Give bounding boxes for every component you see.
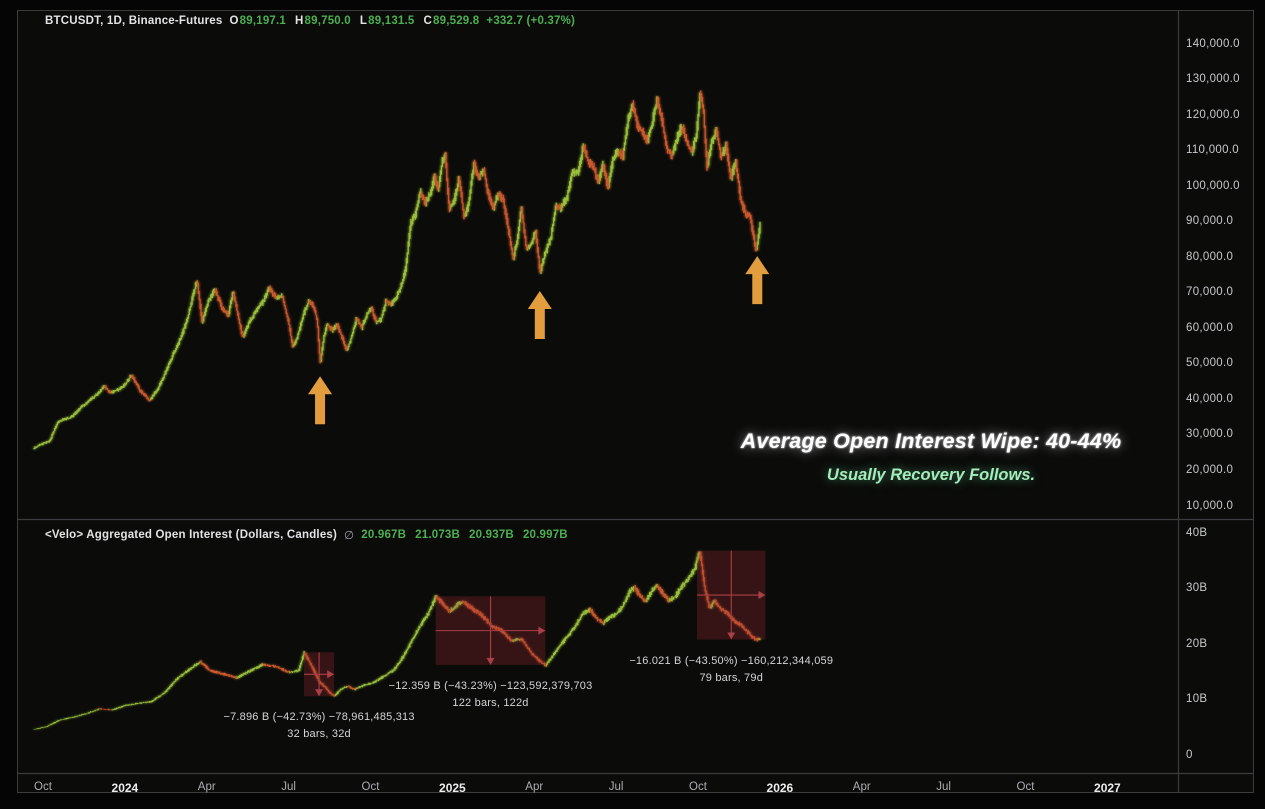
up-arrow-aug-2024[interactable] <box>308 376 333 425</box>
measurement-value-label: −12.359 B (−43.23%) −123,592,379,703 <box>388 679 593 692</box>
up-arrow-apr-2025[interactable] <box>527 290 552 339</box>
price-series <box>32 90 762 450</box>
price-axis-tick: 90,000.0 <box>1186 215 1234 228</box>
time-axis-tick: Jul <box>608 781 624 793</box>
price-axis-tick: 30,000.0 <box>1186 428 1234 441</box>
ohlc-item: L 89,131.5 <box>359 15 415 27</box>
oi-axis-tick: 20B <box>1186 637 1208 650</box>
measurement-bars-label: 79 bars, 79d <box>699 671 764 684</box>
price-axis-tick: 80,000.0 <box>1186 250 1234 263</box>
measurement-bars-label: 122 bars, 122d <box>452 696 529 709</box>
oi-ohlc-value: 20.967B <box>361 529 407 541</box>
time-axis-tick: Oct <box>689 781 707 793</box>
time-axis-tick: Apr <box>852 781 871 793</box>
oi-axis-tick: 30B <box>1186 582 1208 594</box>
price-axis-tick: 130,000.0 <box>1186 73 1240 86</box>
time-axis-tick: Apr <box>197 781 216 793</box>
time-axis-tick: Apr <box>525 781 544 793</box>
oi-ohlc-value: 20.937B <box>469 529 514 541</box>
change-value: +332.7 (+0.37%) <box>486 15 576 27</box>
time-axis-tick: Jul <box>281 781 296 793</box>
pane-separators <box>17 10 1254 793</box>
measurement-value-label: −7.896 B (−42.73%) −78,961,485,313 <box>223 711 415 724</box>
chart-background <box>17 10 1254 793</box>
price-axis-tick: 20,000.0 <box>1186 463 1234 476</box>
time-axis-tick: 2024 <box>111 781 139 795</box>
symbol-legend[interactable]: BTCUSDT, 1D, Binance-Futures O 89,197.1 H 8… <box>45 15 575 27</box>
time-axis-tick: Oct <box>361 781 380 793</box>
annotation-title: Average Open Interest Wipe: 40-44% <box>740 429 1122 453</box>
average-icon: ∅ <box>344 530 355 542</box>
open-interest-pane[interactable] <box>17 519 1178 773</box>
up-arrow-nov-2025[interactable] <box>745 256 770 305</box>
measurement-box[interactable] <box>435 596 546 665</box>
oi-axis-tick: 0 <box>1186 748 1193 761</box>
time-axis-tick: Oct <box>34 781 52 793</box>
oi-ohlc-value: 20.997B <box>522 529 568 541</box>
price-axis-tick: 100,000.0 <box>1186 179 1240 192</box>
open-interest-series <box>32 551 762 730</box>
time-axis-tick: Jul <box>936 781 951 793</box>
time-axis-tick: Oct <box>1016 781 1035 793</box>
price-axis-tick: 70,000.0 <box>1186 286 1234 299</box>
price-axis-tick: 60,000.0 <box>1186 321 1234 334</box>
measurement-value-label: −16.021 B (−43.50%) −160,212,344,059 <box>629 654 834 667</box>
price-scale[interactable] <box>1178 10 1254 773</box>
measurement-box[interactable] <box>304 652 335 697</box>
symbol-title: BTCUSDT, 1D, Binance-Futures <box>45 15 223 27</box>
ohlc-item: C 89,529.8 <box>423 15 480 27</box>
oi-axis-tick: 10B <box>1186 693 1208 705</box>
price-axis-tick: 10,000.0 <box>1186 499 1234 512</box>
oi-axis-tick: 40B <box>1186 526 1208 539</box>
price-axis-tick: 140,000.0 <box>1186 37 1240 50</box>
price-axis-tick: 50,000.0 <box>1186 357 1234 370</box>
ohlc-item: O 89,197.1 <box>229 15 287 27</box>
oi-legend[interactable]: <Velo> Aggregated Open Interest (Dollars… <box>45 528 568 542</box>
measurement-boxes[interactable] <box>304 550 766 697</box>
price-axis-tick: 110,000.0 <box>1186 144 1240 157</box>
ohlc-item: H 89,750.0 <box>295 15 351 27</box>
oi-ohlc-value: 21.073B <box>415 529 461 541</box>
price-axis-tick: 40,000.0 <box>1186 392 1234 405</box>
measurement-bars-label: 32 bars, 32d <box>287 728 351 741</box>
annotation-subtitle: Usually Recovery Follows. <box>826 466 1036 484</box>
ohlc-values: O 89,197.1 H 89,750.0 L 89,131.5 C 89,529.8 <box>229 15 479 27</box>
oi-title: <Velo> Aggregated Open Interest (Dollars… <box>45 529 338 541</box>
up-arrow-markers[interactable] <box>308 256 770 425</box>
measurement-box[interactable] <box>697 550 766 640</box>
time-axis-tick: 2027 <box>1094 781 1121 795</box>
oi-values: 20.967B 21.073B 20.937B 20.997B <box>361 529 568 541</box>
time-axis-tick: 2025 <box>439 781 466 795</box>
price-axis-tick: 120,000.0 <box>1186 108 1240 121</box>
time-axis-tick: 2026 <box>766 781 794 795</box>
